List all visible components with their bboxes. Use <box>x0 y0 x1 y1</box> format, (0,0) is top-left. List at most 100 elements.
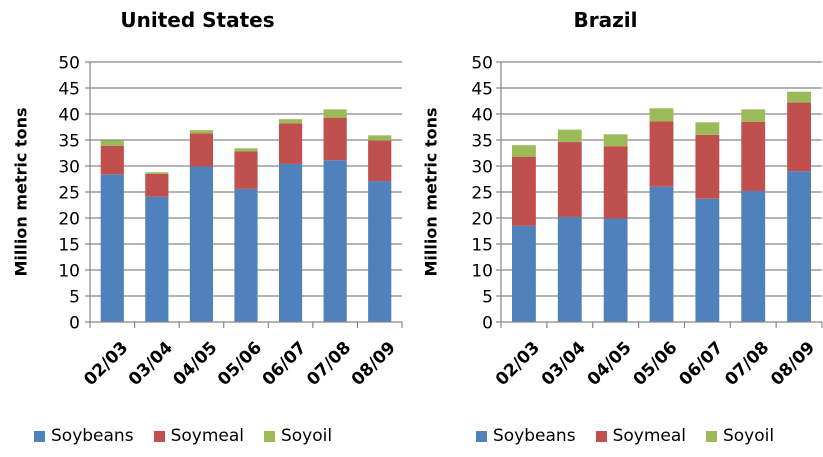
bar-soybeans-07-08 <box>741 190 766 322</box>
y-axis-label: Million metric tons <box>422 108 441 277</box>
y-tick-label: 10 <box>58 262 80 282</box>
x-tick-label: 08/09 <box>348 338 400 390</box>
bar-soyoil-04-05 <box>603 134 628 147</box>
y-tick-label: 40 <box>471 106 493 126</box>
x-tick-label: 04/05 <box>584 338 636 390</box>
legend-item-soyoil: Soyoil <box>705 426 775 446</box>
x-tick-label: 08/09 <box>767 338 819 390</box>
y-tick-label: 30 <box>58 158 80 178</box>
bar-soymeal-03-04 <box>145 173 169 197</box>
y-tick-label: 35 <box>471 132 493 152</box>
bar-soyoil-06-07 <box>278 119 303 124</box>
legend-item-soymeal: Soymeal <box>153 426 244 446</box>
stacked-bar-chart-brazil: 0 5 10 15 20 25 30 35 40 45 50 Million metric tons 0… <box>422 54 823 390</box>
bar-soymeal-04-05 <box>189 133 214 167</box>
legend-item-soybeans: Soybeans <box>476 426 576 446</box>
bar-soybeans-02-03 <box>100 174 124 322</box>
legend-item-soymeal: Soymeal <box>595 426 686 446</box>
y-tick-label: 10 <box>471 262 493 282</box>
bar-soymeal-08-09 <box>787 102 811 172</box>
bar-soymeal-07-08 <box>323 117 347 161</box>
bar-soyoil-02-03 <box>512 145 536 157</box>
bar-soyoil-04-05 <box>189 130 214 134</box>
bar-soybeans-03-04 <box>557 216 582 322</box>
y-tick-label: 50 <box>58 54 80 74</box>
y-tick-label: 20 <box>58 210 80 230</box>
legend-item-soyoil: Soyoil <box>263 426 333 446</box>
chart-title: Brazil <box>573 8 638 32</box>
x-tick-label: 05/06 <box>630 338 682 390</box>
bar-soybeans-08-09 <box>368 181 392 322</box>
chart-panel-united-states: United States 0 5 10 15 20 25 30 35 40 45 50 Millio… <box>0 0 411 457</box>
legend-swatch-soybeans <box>34 430 45 442</box>
bar-soymeal-05-06 <box>649 121 674 187</box>
y-tick-label: 0 <box>69 314 80 334</box>
bar-soymeal-04-05 <box>603 146 628 219</box>
x-tick-label: 06/07 <box>675 338 727 390</box>
bar-soyoil-03-04 <box>557 129 582 143</box>
bar-soyoil-08-09 <box>787 91 811 103</box>
y-tick-label: 20 <box>471 210 493 230</box>
bar-soyoil-07-08 <box>323 109 347 118</box>
bar-soybeans-02-03 <box>512 225 536 322</box>
bar-soybeans-08-09 <box>787 171 811 322</box>
y-tick-label: 50 <box>471 54 493 74</box>
x-tick-label: 04/05 <box>169 338 221 390</box>
bar-soybeans-05-06 <box>234 188 258 322</box>
legend: Soybeans Soymeal Soyoil <box>476 426 794 446</box>
x-tick-label: 07/08 <box>303 338 355 390</box>
bar-soymeal-08-09 <box>368 140 392 182</box>
chart-panel-brazil: Brazil 0 5 10 15 20 25 30 35 40 45 50 Million metri… <box>412 0 823 457</box>
x-tick-label: 02/03 <box>492 338 544 390</box>
y-tick-label: 35 <box>58 132 80 152</box>
stacked-bar-chart-united-states: 0 5 10 15 20 25 30 35 40 45 50 Million metric tons 0… <box>12 54 403 390</box>
x-tick-label: 03/04 <box>125 338 177 390</box>
y-tick-label: 15 <box>58 236 80 256</box>
legend-label-soymeal: Soymeal <box>170 426 244 446</box>
y-tick-label: 45 <box>58 80 80 100</box>
legend-label-soyoil: Soyoil <box>280 426 333 446</box>
bar-soybeans-06-07 <box>695 198 720 322</box>
legend-item-soybeans: Soybeans <box>34 426 134 446</box>
chart-title: United States <box>120 8 275 32</box>
y-tick-label: 30 <box>471 158 493 178</box>
legend: Soybeans Soymeal Soyoil <box>34 426 352 446</box>
bar-soymeal-03-04 <box>557 142 582 217</box>
y-axis-label: Million metric tons <box>12 108 31 277</box>
legend-swatch-soymeal <box>595 430 607 442</box>
bar-soyoil-02-03 <box>100 140 124 146</box>
bar-soymeal-02-03 <box>512 156 536 226</box>
y-tick-label: 5 <box>482 288 493 308</box>
legend-swatch-soymeal <box>153 430 165 442</box>
bar-soybeans-07-08 <box>323 160 347 322</box>
bar-soymeal-07-08 <box>741 121 766 191</box>
bar-soyoil-05-06 <box>234 148 258 152</box>
y-tick-label: 0 <box>482 314 493 334</box>
bar-soybeans-04-05 <box>189 166 214 322</box>
bar-soymeal-06-07 <box>695 134 720 199</box>
y-tick-label: 25 <box>471 184 493 204</box>
bar-soyoil-08-09 <box>368 135 392 141</box>
legend-label-soyoil: Soyoil <box>722 426 775 446</box>
bar-soybeans-03-04 <box>145 196 169 322</box>
bar-soybeans-06-07 <box>278 163 303 322</box>
x-tick-label: 02/03 <box>80 338 132 390</box>
legend-swatch-soyoil <box>705 430 717 442</box>
y-tick-label: 25 <box>58 184 80 204</box>
bar-soymeal-02-03 <box>100 145 124 175</box>
bar-soyoil-06-07 <box>695 122 720 135</box>
bar-soyoil-05-06 <box>649 108 674 122</box>
legend-label-soybeans: Soybeans <box>493 426 576 446</box>
x-tick-label: 06/07 <box>259 338 311 390</box>
legend-label-soybeans: Soybeans <box>51 426 134 446</box>
y-tick-label: 40 <box>58 106 80 126</box>
y-tick-label: 45 <box>471 80 493 100</box>
legend-swatch-soybeans <box>476 430 487 442</box>
legend-swatch-soyoil <box>263 430 275 442</box>
bar-soybeans-04-05 <box>603 218 628 322</box>
bar-soymeal-06-07 <box>278 123 303 164</box>
y-tick-label: 5 <box>69 288 80 308</box>
y-tick-label: 15 <box>471 236 493 256</box>
x-tick-label: 07/08 <box>721 338 773 390</box>
x-tick-label: 03/04 <box>538 338 590 390</box>
